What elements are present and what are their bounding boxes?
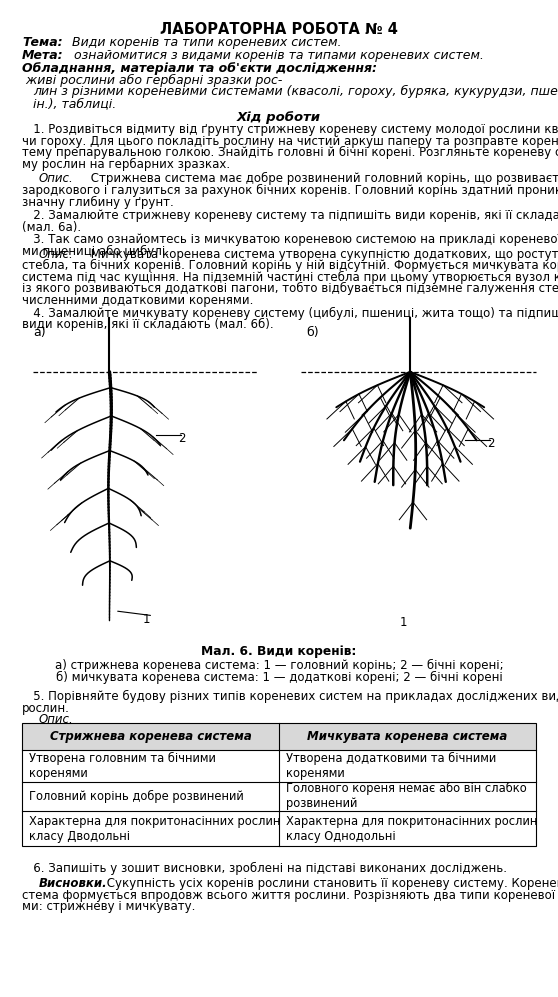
Bar: [22, 723, 536, 846]
Text: Утворена головним та бічними
коренями: Утворена головним та бічними коренями: [28, 752, 215, 780]
Text: Стрижнева система має добре розвинений головний корінь, що розвивається з: Стрижнева система має добре розвинений г…: [86, 172, 558, 185]
Text: Характерна для покритонасінних рослин
класу Однодольні: Характерна для покритонасінних рослин кл…: [286, 815, 537, 842]
Text: 3. Так само ознайомтесь із мичкуватою кореневою системою на прикладі кореневої с: 3. Так само ознайомтесь із мичкуватою ко…: [22, 233, 558, 246]
Text: му рослин на гербарних зразках.: му рослин на гербарних зразках.: [22, 158, 230, 171]
Text: ознайомитися з видами коренів та типами кореневих систем.: ознайомитися з видами коренів та типами …: [70, 49, 483, 62]
Text: 6. Запишіть у зошит висновки, зроблені на підставі виконаних досліджень.: 6. Запишіть у зошит висновки, зроблені н…: [22, 861, 507, 874]
Text: стебла, та бічних коренів. Головний корінь у ній відсутній. Формується мичкувата: стебла, та бічних коренів. Головний корі…: [22, 259, 558, 272]
Text: ми: стрижневу і мичкувату.: ми: стрижневу і мичкувату.: [22, 900, 195, 913]
Text: значну глибину у ґрунт.: значну глибину у ґрунт.: [22, 195, 174, 208]
Text: а): а): [33, 326, 46, 339]
Text: 1. Роздивіться відмиту від ґрунту стрижневу кореневу систему молодої рослини ква: 1. Роздивіться відмиту від ґрунту стрижн…: [22, 124, 558, 137]
Text: Опис.: Опис.: [39, 172, 73, 185]
Text: Види коренів та типи кореневих систем.: Види коренів та типи кореневих систем.: [69, 36, 342, 49]
Text: Хід роботи: Хід роботи: [237, 111, 321, 124]
Text: 2: 2: [178, 433, 185, 446]
Text: види коренів, які її складають (мал. 6б).: види коренів, які її складають (мал. 6б)…: [22, 318, 273, 331]
Text: 4. Замалюйте мичкувату кореневу систему (цибулі, пшениці, жита тощо) та підпишіт: 4. Замалюйте мичкувату кореневу систему …: [22, 307, 558, 320]
Text: 2: 2: [487, 438, 494, 451]
Text: Утворена додатковими та бічними
коренями: Утворена додатковими та бічними коренями: [286, 752, 496, 780]
Text: лин з різними кореневими системами (квасолі, гороху, буряка, кукурудзи, пшениці : лин з різними кореневими системами (квас…: [33, 85, 558, 99]
Text: Стрижнева коренева система: Стрижнева коренева система: [50, 730, 251, 743]
Text: ін.), таблиці.: ін.), таблиці.: [33, 97, 116, 110]
Text: стема формується впродовж всього життя рослини. Розрізняють два типи кореневої с: стема формується впродовж всього життя р…: [22, 889, 558, 902]
Text: ЛАБОРАТОРНА РОБОТА № 4: ЛАБОРАТОРНА РОБОТА № 4: [160, 22, 398, 37]
Text: Тема:: Тема:: [22, 36, 62, 49]
Bar: [22, 723, 536, 751]
Text: б): б): [306, 326, 319, 339]
Text: із якого розвиваються додаткові пагони, тобто відбувається підземне галуження ст: із якого розвиваються додаткові пагони, …: [22, 282, 558, 295]
Text: Сукупність усіх коренів рослини становить її кореневу систему. Коренева си-: Сукупність усіх коренів рослини становит…: [103, 877, 558, 890]
Text: Характерна для покритонасінних рослин
класу Дводольні: Характерна для покритонасінних рослин кл…: [28, 815, 280, 842]
Text: ми пшениці або цибулі.: ми пшениці або цибулі.: [22, 245, 169, 258]
Text: численними додатковими коренями.: численними додатковими коренями.: [22, 294, 253, 307]
Text: Мичкувата коренева система: Мичкувата коренева система: [307, 730, 508, 743]
Text: Опис.: Опис.: [39, 248, 73, 261]
Text: (мал. 6а).: (мал. 6а).: [22, 220, 81, 233]
Text: Обладнання, матеріали та об'єкти дослідження:: Обладнання, матеріали та об'єкти дослідж…: [22, 62, 377, 75]
Text: Мал. 6. Види коренів:: Мал. 6. Види коренів:: [201, 645, 357, 658]
Text: 1: 1: [142, 613, 150, 626]
Text: Головного кореня немає або він слабко
розвинений: Головного кореня немає або він слабко ро…: [286, 783, 526, 811]
Text: зародкового і галузиться за рахунок бічних коренів. Головний корінь здатний прон: зародкового і галузиться за рахунок бічн…: [22, 183, 558, 197]
Text: Мета:: Мета:: [22, 49, 64, 62]
Text: система під час кущіння. На підземній частині стебла при цьому утворюється вузол: система під час кущіння. На підземній ча…: [22, 271, 558, 284]
Text: Головний корінь добре розвинений: Головний корінь добре розвинений: [28, 790, 243, 803]
Text: чи гороху. Для цього покладіть рослину на чистий аркуш паперу та розправте корен: чи гороху. Для цього покладіть рослину н…: [22, 135, 558, 148]
Text: а) стрижнева коренева система: 1 — головний корінь; 2 — бічні корені;: а) стрижнева коренева система: 1 — голов…: [55, 659, 503, 672]
Text: живі рослини або гербарні зразки рос-: живі рослини або гербарні зразки рос-: [22, 74, 282, 87]
Text: рослин.: рослин.: [22, 702, 70, 715]
Text: 5. Порівняйте будову різних типів кореневих систем на прикладах досліджених виді: 5. Порівняйте будову різних типів корене…: [22, 690, 558, 703]
Text: Висновки.: Висновки.: [39, 877, 107, 890]
Text: Мичкувата коренева система утворена сукупністю додаткових, що ростуть від: Мичкувата коренева система утворена суку…: [86, 248, 558, 261]
Text: 2. Замалюйте стрижневу кореневу систему та підпишіть види коренів, які її склада: 2. Замалюйте стрижневу кореневу систему …: [22, 209, 558, 222]
Text: 1: 1: [400, 616, 407, 629]
Text: тему препарувальною голкою. Знайдіть головні й бічні корені. Розгляньте кореневу: тему препарувальною голкою. Знайдіть гол…: [22, 147, 558, 160]
Text: Опис.: Опис.: [39, 713, 73, 726]
Text: б) мичкувата коренева система: 1 — додаткові корені; 2 — бічні корені: б) мичкувата коренева система: 1 — додат…: [56, 670, 502, 684]
